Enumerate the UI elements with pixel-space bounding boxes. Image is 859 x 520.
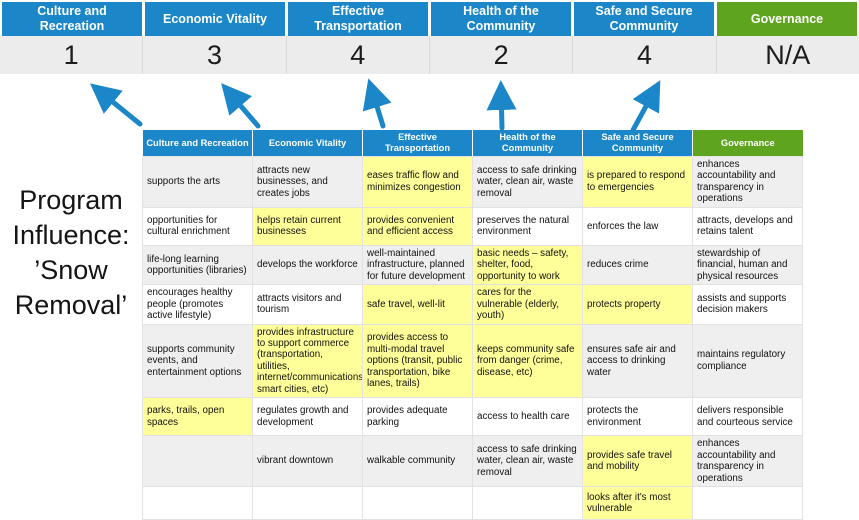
matrix-row-4: supports community events, and entertain… bbox=[142, 323, 803, 399]
summary-score-0: 1 bbox=[0, 36, 144, 74]
influence-matrix-table: Culture and Recreation Economic Vitality E… bbox=[142, 130, 803, 520]
matrix-cell-r2-c4: reduces crime bbox=[582, 244, 693, 286]
matrix-row-5: parks, trails, open spaces regulates grow… bbox=[142, 397, 803, 437]
matrix-cell-r6-c4: provides safe travel and mobility bbox=[582, 435, 693, 488]
matrix-header-5: Governance bbox=[692, 130, 803, 157]
up-arrow-icon bbox=[90, 83, 143, 127]
matrix-header-1: Economic Vitality bbox=[252, 130, 363, 157]
summary-category-3: Health of the Community bbox=[431, 2, 571, 36]
summary-score-1: 3 bbox=[143, 36, 287, 74]
matrix-cell-r4-c3: keeps community safe from danger (crime,… bbox=[472, 323, 583, 399]
matrix-header-2: Effective Transportation bbox=[362, 130, 473, 157]
matrix-cell-r5-c1: regulates growth and development bbox=[252, 397, 363, 437]
summary-score-4: 4 bbox=[573, 36, 717, 74]
matrix-cell-r7-c3 bbox=[472, 486, 583, 520]
matrix-cell-r2-c1: develops the workforce bbox=[252, 244, 363, 286]
matrix-cell-r4-c4: ensures safe air and access to drinking … bbox=[582, 323, 693, 399]
matrix-cell-r5-c2: provides adequate parking bbox=[362, 397, 473, 437]
matrix-cell-r3-c1: attracts visitors and tourism bbox=[252, 284, 363, 325]
matrix-cell-r3-c3: cares for the vulnerable (elderly, youth… bbox=[472, 284, 583, 325]
matrix-cell-r4-c0: supports community events, and entertain… bbox=[142, 323, 253, 399]
summary-category-2: Effective Transportation bbox=[288, 2, 428, 36]
matrix-cell-r0-c5: enhances accountability and transparency… bbox=[692, 156, 803, 208]
matrix-row-6: vibrant downtown walkable community access… bbox=[142, 435, 803, 488]
matrix-cell-r1-c2: provides convenient and efficient access bbox=[362, 206, 473, 246]
up-arrow-icon bbox=[221, 83, 261, 129]
program-label-line: Program bbox=[19, 185, 123, 215]
summary-category-5: Governance bbox=[717, 2, 857, 36]
matrix-cell-r0-c4: is prepared to respond to emergencies bbox=[582, 156, 693, 208]
matrix-row-2: life-long learning opportunities (librar… bbox=[142, 244, 803, 286]
matrix-header-4: Safe and Secure Community bbox=[582, 130, 693, 157]
matrix-cell-r6-c1: vibrant downtown bbox=[252, 435, 363, 488]
matrix-cell-r5-c5: delivers responsible and courteous servi… bbox=[692, 397, 803, 437]
summary-score-2: 4 bbox=[287, 36, 430, 74]
program-influence-label: Program Influence: ’Snow Removal’ bbox=[0, 183, 142, 323]
matrix-cell-r0-c3: access to safe drinking water, clean air… bbox=[472, 156, 583, 208]
matrix-cell-r6-c5: enhances accountability and transparency… bbox=[692, 435, 803, 488]
program-label-line: ’Snow bbox=[34, 255, 108, 286]
program-label-line: Influence: bbox=[12, 220, 130, 251]
matrix-header-0: Culture and Recreation bbox=[142, 130, 253, 157]
summary-score-3: 2 bbox=[430, 36, 574, 74]
matrix-cell-r0-c1: attracts new businesses, and creates job… bbox=[252, 156, 363, 208]
matrix-cell-r1-c4: enforces the law bbox=[582, 206, 693, 246]
matrix-header-row: Culture and Recreation Economic Vitality E… bbox=[142, 130, 803, 157]
matrix-cell-r1-c3: preserves the natural environment bbox=[472, 206, 583, 246]
matrix-cell-r5-c3: access to health care bbox=[472, 397, 583, 437]
matrix-cell-r3-c4: protects property bbox=[582, 284, 693, 325]
up-arrow-icon bbox=[630, 80, 661, 132]
matrix-cell-r7-c0 bbox=[142, 486, 253, 520]
matrix-cell-r4-c2: provides access to multi-modal travel op… bbox=[362, 323, 473, 399]
matrix-cell-r2-c5: stewardship of financial, human and phys… bbox=[692, 244, 803, 286]
summary-category-1: Economic Vitality bbox=[145, 2, 285, 36]
matrix-cell-r0-c0: supports the arts bbox=[142, 156, 253, 208]
matrix-cell-r2-c3: basic needs – safety, shelter, food, opp… bbox=[472, 244, 583, 286]
matrix-cell-r3-c0: encourages healthy people (promotes acti… bbox=[142, 284, 253, 325]
matrix-row-7: looks after it's most vulnerable bbox=[142, 486, 803, 520]
program-label-line: Removal’ bbox=[14, 290, 128, 321]
summary-category-0: Culture and Recreation bbox=[2, 2, 142, 36]
summary-score-bar: 1 3 4 2 4 N/A bbox=[0, 36, 859, 74]
matrix-cell-r3-c5: assists and supports decision makers bbox=[692, 284, 803, 325]
up-arrows bbox=[90, 78, 661, 132]
matrix-cell-r2-c2: well-maintained infrastructure, planned … bbox=[362, 244, 473, 286]
matrix-cell-r6-c3: access to safe drinking water, clean air… bbox=[472, 435, 583, 488]
matrix-cell-r7-c1 bbox=[252, 486, 363, 520]
matrix-header-3: Health of the Community bbox=[472, 130, 583, 157]
matrix-cell-r1-c5: attracts, develops and retains talent bbox=[692, 206, 803, 246]
matrix-row-3: encourages healthy people (promotes acti… bbox=[142, 284, 803, 325]
matrix-cell-r7-c2 bbox=[362, 486, 473, 520]
matrix-cell-r2-c0: life-long learning opportunities (librar… bbox=[142, 244, 253, 286]
matrix-row-0: supports the arts attracts new businesses… bbox=[142, 156, 803, 208]
matrix-cell-r7-c4: looks after it's most vulnerable bbox=[582, 486, 693, 520]
matrix-cell-r5-c4: protects the environment bbox=[582, 397, 693, 437]
matrix-cell-r7-c5 bbox=[692, 486, 803, 520]
matrix-cell-r6-c0 bbox=[142, 435, 253, 488]
matrix-row-1: opportunities for cultural enrichment hel… bbox=[142, 206, 803, 246]
matrix-cell-r6-c2: walkable community bbox=[362, 435, 473, 488]
matrix-cell-r3-c2: safe travel, well-lit bbox=[362, 284, 473, 325]
summary-score-5: N/A bbox=[765, 39, 811, 70]
matrix-cell-r0-c2: eases traffic flow and minimizes congest… bbox=[362, 156, 473, 208]
up-arrow-icon bbox=[362, 78, 392, 129]
matrix-cell-r4-c5: maintains regulatory compliance bbox=[692, 323, 803, 399]
matrix-cell-r4-c1: provides infrastructure to support comme… bbox=[252, 323, 363, 399]
matrix-cell-r5-c0: parks, trails, open spaces bbox=[142, 397, 253, 437]
matrix-cell-r1-c0: opportunities for cultural enrichment bbox=[142, 206, 253, 246]
summary-category-bar: Culture and Recreation Economic Vitality E… bbox=[2, 2, 857, 36]
up-arrow-icon bbox=[486, 80, 517, 131]
matrix-cell-r1-c1: helps retain current businesses bbox=[252, 206, 363, 246]
summary-category-4: Safe and Secure Community bbox=[574, 2, 714, 36]
